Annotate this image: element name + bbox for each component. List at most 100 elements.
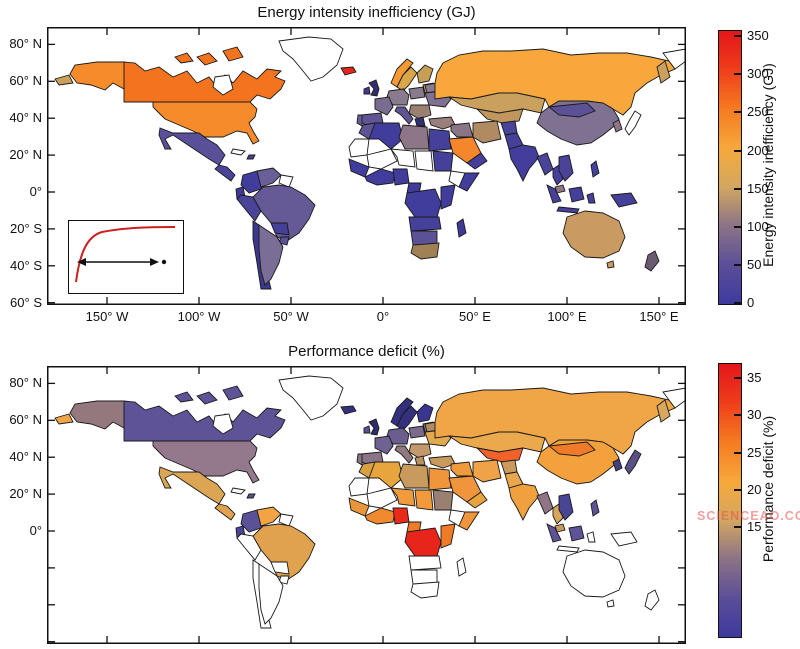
region-nigeria [392,168,410,186]
region-canada [123,61,286,103]
saturation-curve [75,226,176,283]
region-hudson-bay [212,74,234,96]
region-java [556,206,580,214]
region-greenland [278,375,344,421]
colorbar-tick-label: 0 [747,295,755,310]
region-myanmar [536,152,554,176]
region-turkey [428,116,456,130]
region-usa [152,101,260,145]
region-namibia-botswana [410,569,438,585]
top-colorbar-label: Energy intensity inefficiency (GJ) [760,63,776,267]
region-russia-far-east-wrap [54,74,74,86]
colorbar-tick-mark [734,149,741,152]
region-madagascar [456,218,467,238]
watermark: SCIENCEAO.COM [697,509,800,523]
colorbar-tick-mark [734,414,741,417]
region-alaska [69,400,125,430]
region-chukotka [662,387,686,409]
y-tick-label: 40° S [10,257,42,273]
y-tick-label: 60° S [10,294,42,310]
region-venezuela [256,167,282,188]
region-brazil [252,184,316,242]
region-korea [612,458,623,472]
region-greenland [278,36,344,82]
x-tick-label: 50° W [273,309,309,324]
region-east-africa [440,184,456,210]
region-australia [562,210,626,259]
region-russia-far-east-wrap [54,413,74,425]
region-venezuela [256,506,282,527]
region-ireland [363,425,371,434]
region-japan [624,110,642,136]
region-mexico [158,466,226,505]
region-java [556,545,580,553]
region-thailand [552,503,564,525]
region-new-guinea [610,531,638,547]
colorbar-tick-mark [734,376,741,379]
region-madagascar [456,557,467,577]
region-niger [390,487,416,507]
region-indochina [558,493,574,521]
region-borneo [568,186,585,203]
region-balkans [408,104,432,120]
region-uzbek-turkmen [475,447,524,463]
region-west-sahara [348,477,370,497]
region-ireland [363,86,371,95]
y-tick-label: 80° N [9,375,42,391]
region-central-america [214,164,236,182]
region-mali [366,148,398,170]
x-tick-label: 50° E [459,309,491,324]
y-tick-label: 20° N [9,486,42,502]
colorbar-tick-label: 35 [747,369,762,385]
region-egypt [428,128,452,152]
region-tasmania [606,599,615,608]
region-greece [414,455,426,466]
region-yemen-oman [466,491,488,509]
region-algeria [368,461,404,489]
region-sulawesi [586,531,596,543]
colorbar-tick-mark [734,526,741,529]
region-japan [624,449,642,475]
region-drc [404,527,442,557]
region-senegal-coast [348,158,370,178]
region-hudson-bay [212,413,234,435]
region-somalia [458,172,480,192]
colorbar-tick-mark [734,488,741,491]
top-panel-title: Energy intensity inefficiency (GJ) [257,4,476,21]
colorbar-tick-label: 300 [747,66,769,82]
colorbar-tick-mark [734,302,741,304]
region-hispaniola [246,154,256,160]
bottom-colorbar [718,363,742,638]
region-balkans [408,443,432,459]
region-west-africa-coast [364,507,396,525]
region-finland [416,403,434,423]
figure-page: { "page": {"width": 800, "height": 530, … [9,4,800,644]
region-central-america [214,503,236,521]
region-greece [414,116,426,127]
bottom-colorbar-label: Performance deficit (%) [760,415,776,563]
region-italy [394,106,414,125]
region-libya [398,463,430,489]
region-iceland [340,405,357,415]
region-mexico [158,127,226,166]
region-mongolia [547,441,596,457]
region-sudan [432,489,454,511]
region-chad [414,489,434,511]
y-tick-label: 0° [29,184,42,199]
y-tick-label: 80° N [9,36,42,52]
region-myanmar [536,491,554,515]
region-senegal-coast [348,497,370,517]
region-angola-zambia [408,555,442,571]
y-tick-label: 40° N [9,110,42,126]
colorbar-tick-label: 50 [747,256,762,272]
region-mongolia [547,102,596,118]
region-yemen-oman [466,152,488,170]
region-egypt [428,467,452,491]
region-iran [472,120,502,144]
region-nz [644,589,660,611]
colorbar-tick-label: 25 [747,444,762,460]
region-poland [408,425,426,439]
inset-saturation-curve [68,220,184,294]
region-west-sahara [348,138,370,158]
y-tick-label: 20° N [9,147,42,163]
